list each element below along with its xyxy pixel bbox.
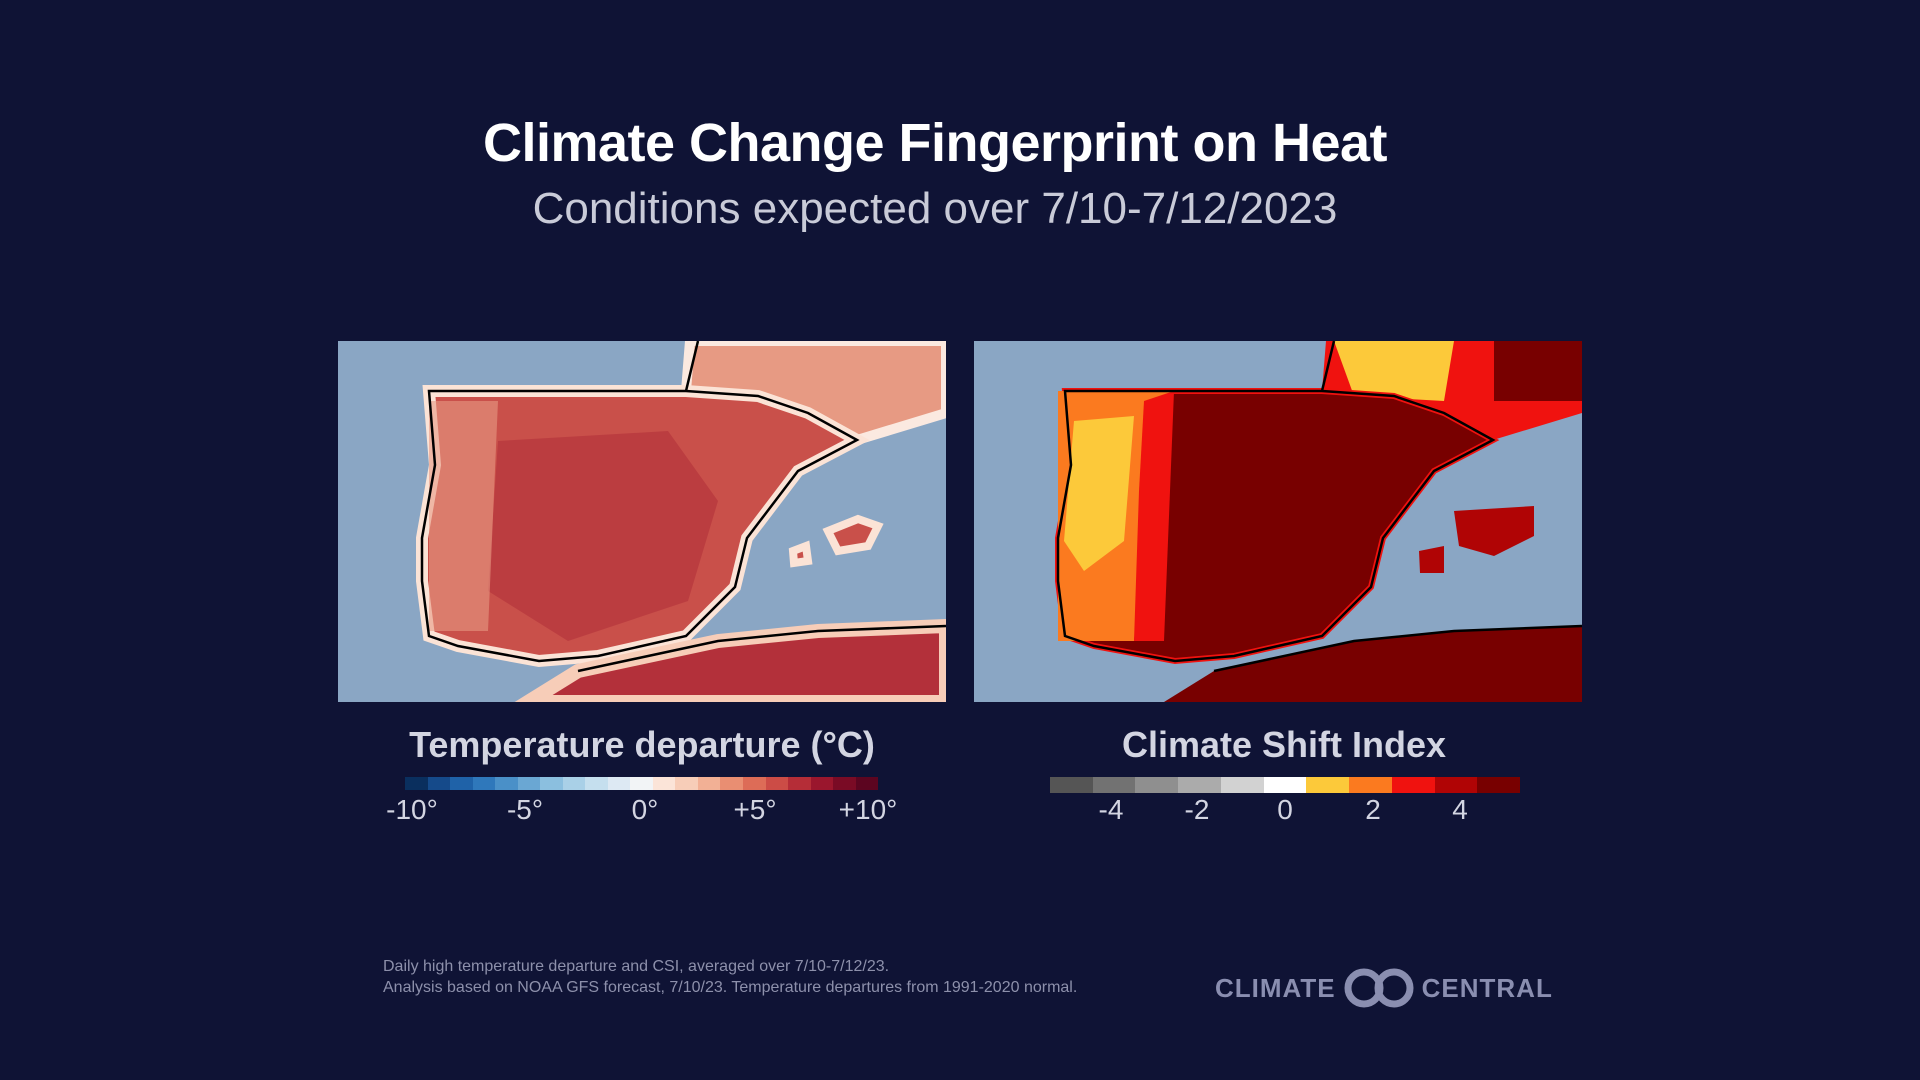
colorbar-segment [720,777,743,790]
temperature-departure-map [338,341,946,702]
colorbar-segment [1178,777,1221,793]
colorbar-segment [697,777,721,790]
temp-tick: -5° [506,794,544,825]
colorbar-segment [450,777,473,790]
climate-central-logo: CLIMATE CENTRAL [1215,968,1553,1008]
csi-tick: 2 [1365,794,1381,825]
colorbar-segment [855,777,879,790]
csi-legend-title: Climate Shift Index [1121,724,1447,765]
temperature-colorbar [405,777,879,790]
colorbar-segment [562,777,586,790]
colorbar-segment [1135,777,1179,793]
balearic-islands [1419,506,1534,573]
csi-tick: 4 [1452,794,1468,825]
colorbar-segment [540,777,563,790]
colorbar-segment [652,777,676,790]
csi-tick: -4 [1098,794,1124,825]
balearic-islands [788,514,884,568]
csi-tick: -2 [1184,794,1210,825]
colorbar-segment [1477,777,1521,793]
colorbar-segment [607,777,631,790]
colorbar-segment [630,777,653,790]
colorbar-segment [585,777,608,790]
colorbar-segment [1349,777,1392,793]
colorbar-segment [1391,777,1435,793]
colorbar-segment [765,777,789,790]
temperature-legend-title: Temperature departure (°C) [409,724,875,765]
colorbar-segment [1306,777,1350,793]
chart-title: Climate Change Fingerprint on Heat [482,113,1388,173]
north-africa-land [1164,626,1582,702]
colorbar-segment [788,777,811,790]
temp-tick: +5° [733,794,777,825]
chart-subtitle: Conditions expected over 7/10-7/12/2023 [532,184,1338,233]
colorbar-segment [517,777,541,790]
temp-tick: -10° [386,794,438,825]
colorbar-segment [1220,777,1264,793]
colorbar-segment [675,777,698,790]
footnote-line-2: Analysis based on NOAA GFS forecast, 7/1… [383,979,1078,996]
temp-tick: 0° [631,794,659,825]
temp-tick: +10° [838,794,898,825]
csi-tick: 0 [1277,794,1293,825]
colorbar-segment [427,777,451,790]
colorbar-segment [742,777,766,790]
colorbar-segment [1263,777,1307,793]
colorbar-segment [405,777,428,790]
logo-rings-icon [1344,968,1414,1008]
climate-shift-index-map [974,341,1582,702]
footnote-line-1: Daily high temperature departure and CSI… [383,958,890,975]
logo-text-left: CLIMATE [1215,972,1336,1003]
logo-text-right: CENTRAL [1421,972,1553,1003]
csi-colorbar [1050,777,1521,793]
colorbar-segment [495,777,518,790]
colorbar-segment [472,777,496,790]
colorbar-segment [810,777,834,790]
colorbar-segment [833,777,856,790]
colorbar-segment [1050,777,1093,793]
colorbar-segment [1092,777,1136,793]
colorbar-segment [1434,777,1478,793]
